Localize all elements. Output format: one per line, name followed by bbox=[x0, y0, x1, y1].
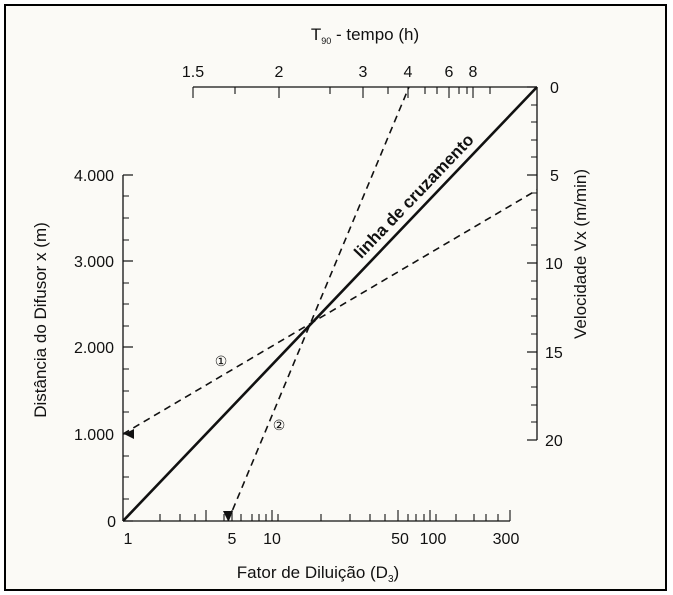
bottom-axis-title: Fator de Diluição (D3) bbox=[237, 563, 399, 585]
marker-1-label: ① bbox=[215, 353, 228, 369]
bottom-tick-label: 1 bbox=[124, 531, 133, 548]
bottom-tick-label: 100 bbox=[420, 531, 447, 548]
left-tick-label: 3.000 bbox=[74, 254, 114, 271]
bottom-tick-label: 300 bbox=[493, 531, 520, 548]
left-tick-label: 1.000 bbox=[74, 427, 114, 444]
left-tick-label: 2.000 bbox=[74, 340, 114, 357]
top-tick-label: 3 bbox=[359, 64, 368, 81]
right-tick-label: 20 bbox=[545, 433, 563, 450]
bottom-axis-title-main: Fator de Diluição (D bbox=[237, 563, 388, 582]
top-tick-label: 6 bbox=[445, 64, 454, 81]
left-tick-label: 0 bbox=[107, 514, 116, 531]
dashed-line-1 bbox=[122, 189, 538, 435]
right-tick-label: 10 bbox=[545, 256, 563, 273]
left-axis-title: Distância do Difusor x (m) bbox=[31, 222, 50, 418]
top-tick-label: 1.5 bbox=[182, 64, 204, 81]
crossing-line-label: linha de cruzamento bbox=[350, 130, 477, 262]
right-tick-label: 5 bbox=[550, 168, 559, 185]
top-axis-title-rest: - tempo (h) bbox=[331, 25, 419, 44]
top-tick-label: 8 bbox=[469, 64, 478, 81]
right-axis-title: Velocidade Vx (m/min) bbox=[571, 169, 590, 339]
arrow-marker-bottom bbox=[223, 511, 233, 521]
dashed-line-2 bbox=[227, 86, 410, 522]
right-axis-minor-ticks bbox=[531, 104, 537, 423]
top-axis-title: T90 - tempo (h) bbox=[311, 25, 419, 46]
bottom-tick-label: 5 bbox=[228, 531, 237, 548]
top-axis-title-sub: 90 bbox=[321, 36, 331, 46]
marker-2-label: ② bbox=[273, 417, 286, 433]
right-tick-label: 15 bbox=[545, 345, 563, 362]
bottom-axis-ticks bbox=[122, 510, 511, 521]
left-axis-minor-ticks bbox=[123, 195, 129, 500]
crossing-line bbox=[122, 86, 538, 522]
arrow-marker-left bbox=[124, 429, 134, 439]
top-axis-title-main: T bbox=[311, 25, 321, 44]
left-tick-label: 4.000 bbox=[74, 168, 114, 185]
left-axis-ticks bbox=[123, 174, 133, 522]
top-tick-label: 2 bbox=[275, 64, 284, 81]
bottom-tick-label: 50 bbox=[391, 531, 409, 548]
top-axis-ticks bbox=[192, 87, 491, 98]
right-tick-label: 0 bbox=[550, 80, 559, 97]
bottom-axis-title-rest: ) bbox=[394, 563, 400, 582]
bottom-tick-label: 10 bbox=[263, 531, 281, 548]
bottom-axis-title-sub: 3 bbox=[388, 574, 394, 585]
top-tick-label: 4 bbox=[404, 64, 413, 81]
